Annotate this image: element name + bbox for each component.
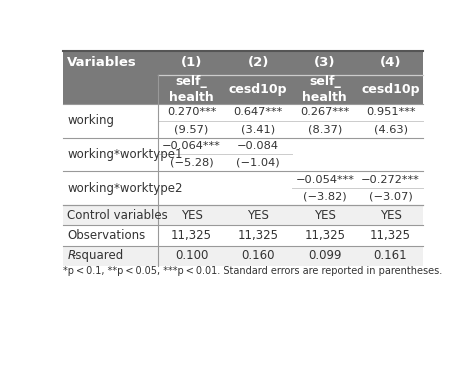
Text: self_
health: self_ health [302,75,347,104]
Text: Control variables: Control variables [67,208,168,222]
Bar [63,138,423,171]
Text: (3.41): (3.41) [241,124,275,134]
Text: cesd10p: cesd10p [229,83,287,96]
Text: (3): (3) [314,57,336,69]
Bar [63,75,158,104]
Text: (1): (1) [181,57,202,69]
Bar [358,75,423,104]
Text: 0.161: 0.161 [374,249,407,262]
Text: (−5.28): (−5.28) [170,158,213,168]
Text: (8.37): (8.37) [308,124,342,134]
Text: cesd10p: cesd10p [361,83,420,96]
Text: 0.647***: 0.647*** [234,107,283,117]
Text: 11,325: 11,325 [238,229,279,242]
Bar [358,51,423,75]
Text: YES: YES [314,208,336,222]
Text: 0.267***: 0.267*** [300,107,349,117]
Bar [158,51,225,75]
Text: −0.084: −0.084 [237,141,279,151]
Text: (−1.04): (−1.04) [237,158,280,168]
Bar [158,75,225,104]
Text: 0.270***: 0.270*** [167,107,216,117]
Text: (−3.82): (−3.82) [303,192,346,201]
Text: self_
health: self_ health [169,75,214,104]
Text: 0.099: 0.099 [308,249,342,262]
Bar [292,51,358,75]
Text: YES: YES [380,208,401,222]
Text: -squared: -squared [72,249,124,262]
Text: (4): (4) [380,57,401,69]
Text: 11,325: 11,325 [171,229,212,242]
Text: (4.63): (4.63) [374,124,408,134]
Bar [63,171,423,205]
Text: −0.064***: −0.064*** [162,141,221,151]
Bar [225,51,292,75]
Bar [63,104,423,138]
Text: (−3.07): (−3.07) [369,192,412,201]
Text: 0.100: 0.100 [175,249,208,262]
Text: 11,325: 11,325 [370,229,411,242]
Bar [225,75,292,104]
Text: 0.951***: 0.951*** [366,107,415,117]
Text: working: working [67,114,114,127]
Text: Variables: Variables [67,57,137,69]
Text: working*worktype2: working*worktype2 [67,182,183,195]
Text: YES: YES [247,208,269,222]
Text: −0.272***: −0.272*** [361,175,420,185]
Bar [63,51,158,75]
Bar [63,205,423,225]
Bar [292,75,358,104]
Text: YES: YES [181,208,202,222]
Text: working*worktype1: working*worktype1 [67,148,183,161]
Bar [63,225,423,245]
Text: R: R [67,249,75,262]
Text: *p < 0.1, **p < 0.05, ***p < 0.01. Standard errors are reported in parentheses.: *p < 0.1, **p < 0.05, ***p < 0.01. Stand… [63,266,442,276]
Text: 0.160: 0.160 [241,249,275,262]
Text: (9.57): (9.57) [174,124,209,134]
Text: Observations: Observations [67,229,146,242]
Text: 11,325: 11,325 [304,229,346,242]
Text: −0.054***: −0.054*** [295,175,354,185]
Text: (2): (2) [247,57,269,69]
Bar [63,245,423,266]
